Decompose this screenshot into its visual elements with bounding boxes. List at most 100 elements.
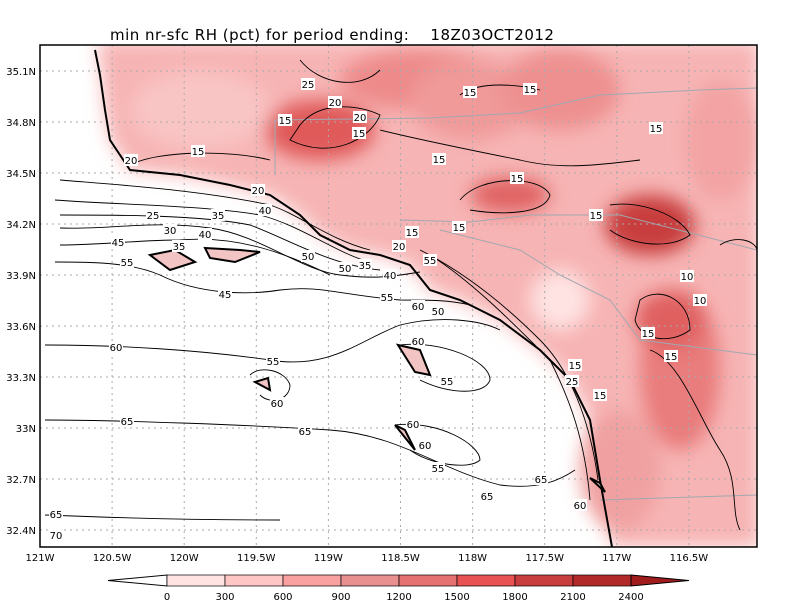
lat-tick-label: 33.9N [6,271,36,282]
plot-frame [39,44,758,548]
contour-label: 60 [419,441,432,452]
colorbar-swatch [282,574,342,587]
land-shading [98,45,757,547]
lon-tick-label: 117.5W [525,553,564,564]
contour-label: 60 [412,337,425,348]
boundary-lines [274,87,757,501]
colorbar-label: 600 [273,592,292,600]
contour-label: 50 [432,307,445,318]
contour-label: 15 [433,155,446,166]
contour-label: 55 [121,258,134,269]
colorbar-label: 1200 [386,592,411,600]
contour-label: 60 [271,399,284,410]
colorbar: 0 300 600 900 1200 1500 1800 2100 2400 [107,574,690,600]
contour-label: 35 [212,211,225,222]
contour-label: 20 [354,113,367,124]
colorbar-swatch [224,574,284,587]
colorbar-label: 1500 [444,592,469,600]
contour-label: 55 [432,464,445,475]
colorbar-label: 0 [164,592,170,600]
contour-label: 20 [329,98,342,109]
colorbar-swatch [340,574,400,587]
contour-label: 55 [267,357,280,368]
contour-label: 25 [302,80,315,91]
contour-label: 50 [302,252,315,263]
lon-tick-label: 116.5W [670,553,709,564]
colorbar-swatch [456,574,516,587]
lat-tick-label: 34.2N [6,220,36,231]
contour-label: 55 [424,256,437,267]
contour-label: 10 [681,272,694,283]
contour-label: 15 [464,88,477,99]
lon-tick-label: 120.5W [93,553,132,564]
contour-label: 20 [252,186,265,197]
colorbar-swatch [398,574,458,587]
contour-label: 25 [147,211,160,222]
lat-tick-label: 33.6N [6,322,36,333]
lon-tick-label: 120W [170,553,199,564]
contour-label: 40 [259,206,272,217]
contour-label: 70 [50,531,63,542]
lat-tick-label: 34.8N [6,118,36,129]
contour-label: 35 [173,242,186,253]
contour-label: 15 [524,85,537,96]
lon-tick-label: 118.5W [381,553,420,564]
contour-label: 15 [650,124,663,135]
colorbar-swatch [166,574,226,587]
lat-tick-label: 33.3N [6,373,36,384]
contour-label: 40 [199,230,212,241]
contour-label: 15 [642,329,655,340]
contour-label: 60 [407,420,420,431]
lat-tick-label: 35.1N [6,67,36,78]
colorbar-swatch [572,574,632,587]
colorbar-label: 2400 [618,592,643,600]
contour-label: 35 [359,261,372,272]
contour-label: 65 [121,417,134,428]
contour-label: 30 [164,226,177,237]
lon-tick-label: 119.5W [237,553,276,564]
map-title: min nr-sfc RH (pct) for period ending: 1… [110,26,555,44]
contour-label: 10 [694,296,707,307]
contour-label: 50 [339,264,352,275]
colorbar-label: 300 [215,592,234,600]
contour-label: 20 [393,242,406,253]
contour-label: 40 [384,271,397,282]
lat-tick-label: 34.5N [6,169,36,180]
contour-label: 15 [665,352,678,363]
lon-tick-label: 118W [458,553,487,564]
colorbar-label: 2100 [560,592,585,600]
colorbar-swatch [514,574,574,587]
lat-tick-label: 33N [16,424,36,435]
contour-label: 60 [574,501,587,512]
contour-label: 15 [406,228,419,239]
colorbar-label: 900 [331,592,350,600]
coastline [94,49,613,547]
colorbar-upper-tip [630,574,690,587]
contour-label: 15 [353,129,366,140]
contour-label: 45 [112,238,125,249]
contour-label: 65 [299,427,312,438]
axis-ticks: 121W 120.5W 120W 119.5W 119W 118.5W 118W 117.5W… [6,67,708,564]
contour-label: 25 [566,377,579,388]
lat-tick-label: 32.7N [6,475,36,486]
lon-tick-label: 121W [26,553,55,564]
contour-label: 60 [110,343,123,354]
contour-label: 65 [481,492,494,503]
contour-label: 60 [412,302,425,313]
contour-label: 15 [569,361,582,372]
lat-tick-label: 32.4N [6,526,36,537]
contour-label: 65 [50,510,63,521]
contour-label: 15 [594,391,607,402]
contour-label: 15 [590,211,603,222]
colorbar-lower-tip [107,574,168,587]
colorbar-label: 1800 [502,592,527,600]
contour-label: 55 [441,377,454,388]
contour-label: 20 [125,156,138,167]
contour-label: 65 [535,475,548,486]
contour-label: 15 [192,147,205,158]
high-value-blobs [130,50,755,530]
lon-tick-label: 119W [314,553,343,564]
